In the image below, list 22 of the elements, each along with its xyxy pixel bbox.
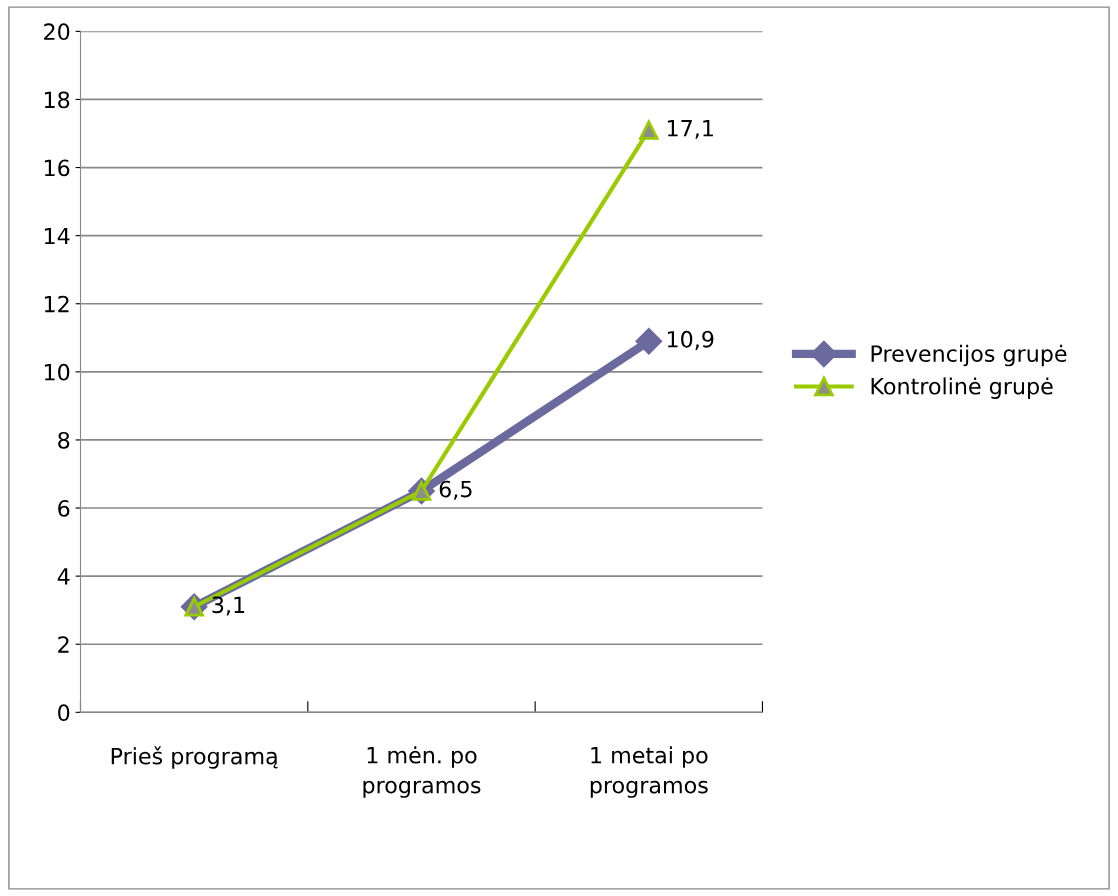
y-tick-label: 18 xyxy=(44,91,70,109)
data-label: 10,9 xyxy=(667,330,714,350)
x-tick-label: 1 mėn. po programos xyxy=(363,746,481,798)
x-tick-label: 1 metai po programos xyxy=(590,746,708,798)
y-tick-label: 8 xyxy=(58,431,70,449)
y-tick-label: 16 xyxy=(44,159,70,177)
y-tick-label: 0 xyxy=(58,704,70,722)
legend-label: Prevencijos grupė xyxy=(871,344,1067,367)
data-label: 3,1 xyxy=(212,596,245,616)
x-tick-label: Prieš programą xyxy=(111,746,278,769)
data-label: 6,5 xyxy=(439,480,472,500)
y-tick-label: 4 xyxy=(57,568,70,585)
y-tick-label: 12 xyxy=(44,295,69,313)
y-tick-label: 14 xyxy=(44,227,70,245)
y-tick-label: 20 xyxy=(44,23,70,41)
legend-label: Kontrolinė grupė xyxy=(871,377,1053,399)
y-tick-label: 2 xyxy=(58,636,69,653)
y-tick-label: 10 xyxy=(44,363,70,381)
y-tick-label: 6 xyxy=(58,499,70,517)
point xyxy=(635,328,662,355)
point xyxy=(639,120,659,140)
data-label: 17,1 xyxy=(667,120,713,139)
